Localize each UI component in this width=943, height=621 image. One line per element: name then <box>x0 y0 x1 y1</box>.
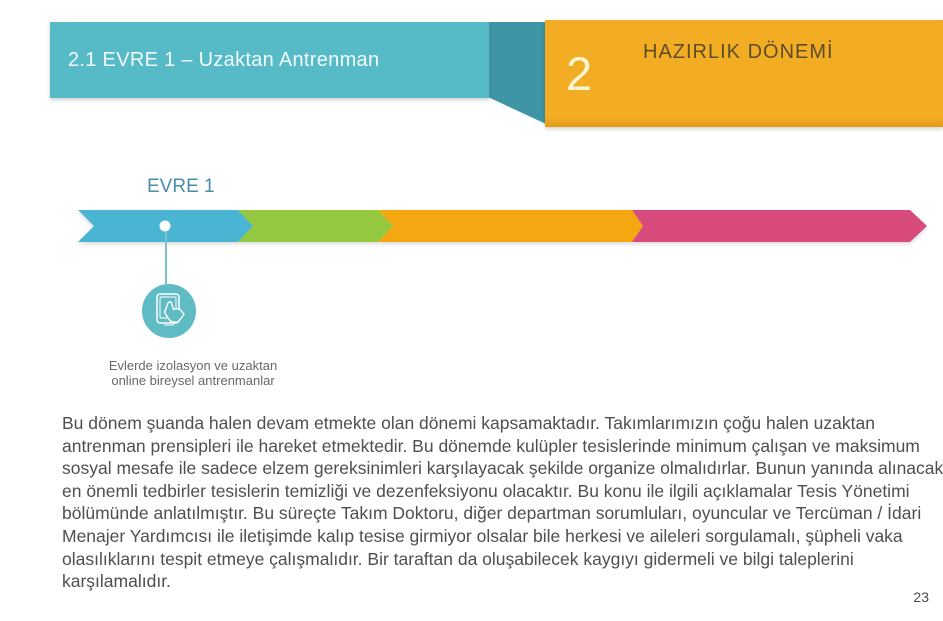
body-line: Menajer Yardımcısı ile iletişimde kalıp … <box>62 525 903 546</box>
pointing-hand-glyph <box>163 301 185 323</box>
body-line: bölümünde anlatılmıştır. Bu süreçte Takı… <box>62 503 922 524</box>
body-line: karşılamalıdır. <box>62 571 171 592</box>
body-line: olasılıklarını tespit etmeye çalışmalıdı… <box>62 548 854 569</box>
section-banner: 2.1 EVRE 1 – Uzaktan Antrenman <box>50 22 490 98</box>
page-number: 23 <box>913 589 929 605</box>
body-line: Bu dönem şuanda halen devam etmekte olan… <box>62 413 875 433</box>
timeline-segment-evre3 <box>378 210 643 242</box>
body-line: en önemli tedbirler tesislerin temizliği… <box>62 480 910 501</box>
tablet-touch-icon <box>142 284 196 338</box>
chapter-title: HAZIRLIK DÖNEMİ <box>643 41 834 63</box>
section-title: 2.1 EVRE 1 – Uzaktan Antrenman <box>68 48 380 71</box>
timeline-arrow <box>78 210 927 242</box>
timeline-caption: Evlerde izolasyon ve uzaktan online bire… <box>103 358 283 388</box>
timeline-segment-evre2 <box>238 210 393 242</box>
chapter-number: 2 <box>566 47 593 100</box>
banner-fold <box>489 22 546 124</box>
body-line: sosyal mesafe ile sadece elzem gereksini… <box>62 458 943 479</box>
timeline-caption-line1: Evlerde izolasyon ve uzaktan <box>108 358 278 373</box>
phase-label: EVRE 1 <box>147 176 215 197</box>
chapter-banner: 2 HAZIRLIK DÖNEMİ <box>545 20 943 127</box>
timeline-marker-dot <box>159 220 171 232</box>
body-paragraph: Bu dönem şuanda halen devam etmekte olan… <box>62 412 943 593</box>
body-line: antrenman prensipleri ile hareket etmekt… <box>62 435 920 456</box>
marker-connector-line <box>165 232 167 284</box>
timeline-segment-evre4 <box>632 210 927 242</box>
timeline-caption-line2: online bireysel antrenmanlar <box>111 373 275 388</box>
